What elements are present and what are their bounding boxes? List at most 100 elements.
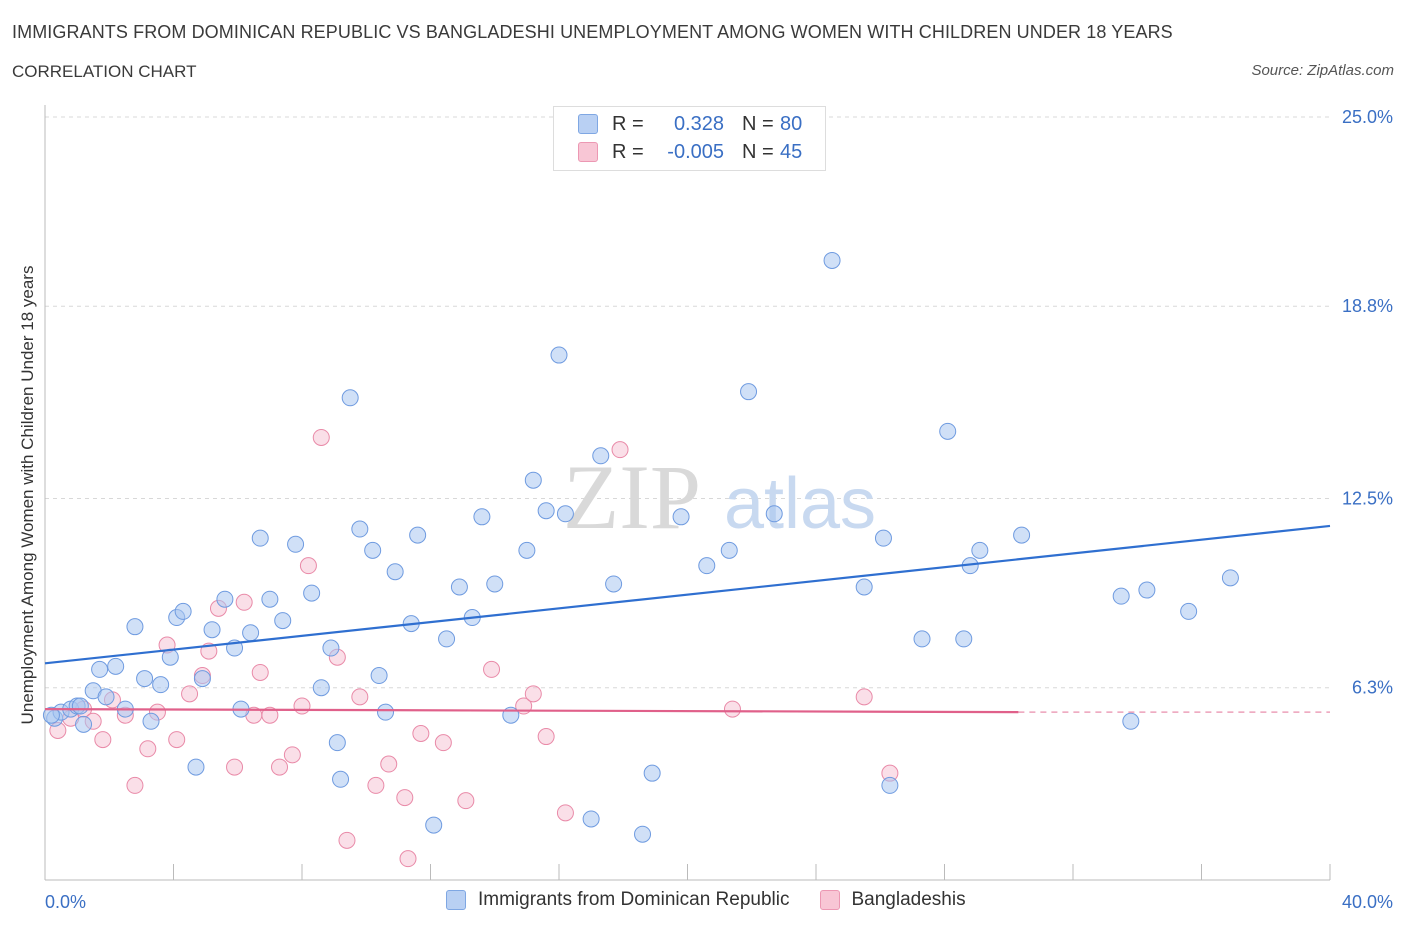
trend-line-dominican: [44, 524, 1331, 665]
point-dominican: [486, 575, 504, 593]
trend-line-bangladeshi: [44, 707, 1019, 714]
legend-row-dominican: R = 0.328 N = 80: [578, 111, 802, 137]
point-dominican: [672, 508, 690, 526]
point-bangladeshi: [396, 789, 414, 807]
point-dominican: [126, 618, 144, 636]
x-tick-label: 0.0%: [45, 892, 86, 912]
point-dominican: [605, 575, 623, 593]
point-bangladeshi: [338, 831, 356, 849]
point-dominican: [874, 529, 892, 547]
point-dominican: [287, 535, 305, 553]
point-bangladeshi: [855, 688, 873, 706]
point-dominican: [193, 670, 211, 688]
legend-n-value: 45: [780, 140, 803, 163]
legend-r-label: R =: [612, 112, 644, 135]
y-axis-label: Unemployment Among Women with Children U…: [18, 265, 37, 725]
legend-swatch-pink: [819, 890, 840, 910]
legend-n-value: 80: [780, 112, 803, 135]
point-bangladeshi: [283, 746, 301, 764]
point-dominican: [142, 712, 160, 730]
point-dominican: [1122, 712, 1140, 730]
point-dominican: [42, 706, 60, 724]
axes: [44, 105, 1331, 881]
point-bangladeshi: [181, 685, 199, 703]
point-dominican: [438, 630, 456, 648]
point-bangladeshi: [483, 660, 501, 678]
point-dominican: [216, 590, 234, 608]
point-dominican: [971, 541, 989, 559]
point-dominican: [107, 657, 125, 675]
point-dominican: [473, 508, 491, 526]
point-bangladeshi: [139, 740, 157, 758]
point-bangladeshi: [271, 758, 289, 776]
y-tick-label: 6.3%: [1352, 678, 1393, 698]
point-bangladeshi: [261, 706, 279, 724]
legend-n-label: N =: [742, 112, 774, 135]
point-dominican: [1013, 526, 1031, 544]
point-bangladeshi: [380, 755, 398, 773]
trend-lines: [44, 524, 1331, 714]
point-dominican: [450, 578, 468, 596]
source-label: Source: ZipAtlas.com: [1251, 62, 1394, 79]
point-bangladeshi: [723, 700, 741, 718]
point-dominican: [592, 447, 610, 465]
point-bangladeshi: [312, 428, 330, 446]
legend-item-bangladeshis[interactable]: Bangladeshis: [819, 889, 966, 911]
legend-r-value: -0.005: [667, 140, 724, 163]
point-dominican: [71, 697, 89, 715]
point-bangladeshi: [226, 758, 244, 776]
point-dominican: [242, 624, 260, 642]
point-dominican: [251, 529, 269, 547]
point-bangladeshi: [94, 731, 112, 749]
point-dominican: [328, 734, 346, 752]
point-dominican: [698, 557, 716, 575]
point-bangladeshi: [293, 697, 311, 715]
point-dominican: [720, 541, 738, 559]
point-dominican: [341, 389, 359, 407]
watermark: ZIP atlas: [563, 446, 876, 548]
series-dominican: [42, 251, 1239, 843]
point-dominican: [364, 541, 382, 559]
y-tick-label: 18.8%: [1342, 296, 1393, 316]
y-tick-label: 25.0%: [1342, 107, 1393, 127]
legend-row-bangladeshi: R = -0.005 N = 45: [578, 139, 802, 165]
point-dominican: [740, 383, 758, 401]
point-dominican: [823, 251, 841, 269]
legend-r-value: 0.328: [673, 112, 724, 135]
point-dominican: [537, 502, 555, 520]
point-dominican: [312, 679, 330, 697]
point-dominican: [855, 578, 873, 596]
point-dominican: [881, 776, 899, 794]
legend-swatch-pink: [578, 142, 598, 162]
point-dominican: [91, 660, 109, 678]
legend-item-dominican[interactable]: Immigrants from Dominican Republic: [446, 889, 790, 911]
point-bangladeshi: [611, 441, 629, 459]
point-dominican: [332, 770, 350, 788]
point-dominican: [386, 563, 404, 581]
x-tick-label: 40.0%: [1342, 892, 1393, 912]
point-dominican: [643, 764, 661, 782]
point-dominican: [377, 703, 395, 721]
point-bangladeshi: [351, 688, 369, 706]
legend-n-label: N =: [742, 140, 774, 163]
point-dominican: [1221, 569, 1239, 587]
point-dominican: [75, 715, 93, 733]
point-dominican: [409, 526, 427, 544]
tick-labels: 25.0% 18.8% 12.5% 6.3% 0.0% 40.0%: [45, 107, 1393, 912]
point-bangladeshi: [524, 685, 542, 703]
point-dominican: [261, 590, 279, 608]
point-bangladeshi: [434, 734, 452, 752]
point-dominican: [556, 505, 574, 523]
point-dominican: [1112, 587, 1130, 605]
legend-r-label: R =: [612, 140, 644, 163]
chart-subtitle: CORRELATION CHART: [12, 62, 197, 81]
point-bangladeshi: [168, 731, 186, 749]
legend-swatch-blue: [446, 890, 466, 910]
point-bangladeshi: [556, 804, 574, 822]
point-bangladeshi: [251, 663, 269, 681]
point-dominican: [913, 630, 931, 648]
point-dominican: [370, 667, 388, 685]
point-dominican: [187, 758, 205, 776]
point-dominican: [518, 541, 536, 559]
watermark-zip: ZIP: [563, 446, 701, 548]
